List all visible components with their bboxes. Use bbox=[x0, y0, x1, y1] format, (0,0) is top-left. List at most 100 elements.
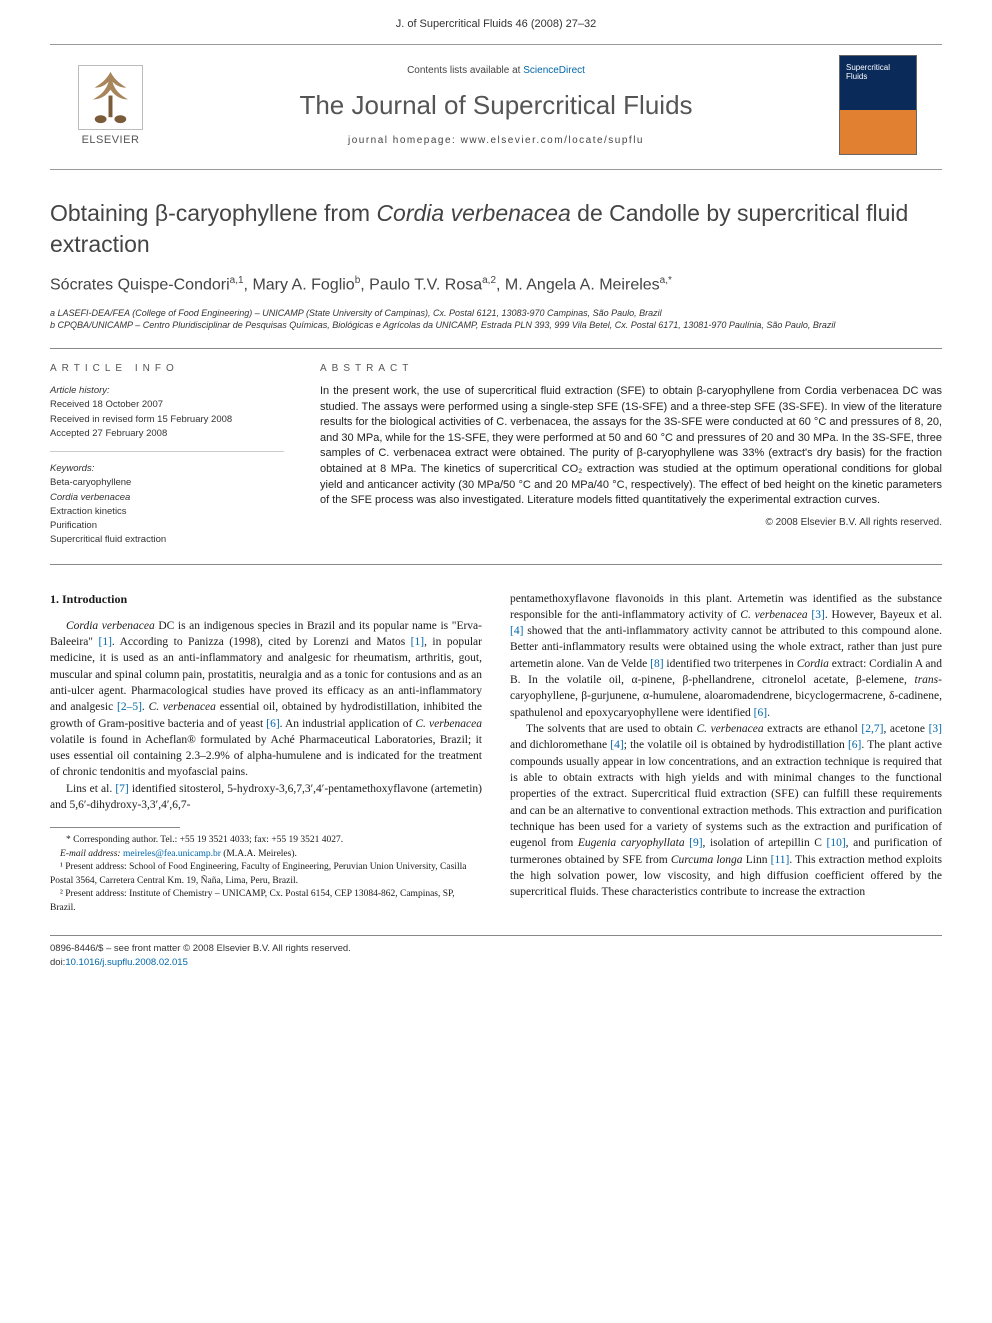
species-name: C. verbenacea bbox=[415, 718, 482, 730]
keyword-item: Purification bbox=[50, 519, 284, 533]
doi-link[interactable]: 10.1016/j.supflu.2008.02.015 bbox=[65, 957, 188, 968]
species-name: Cordia verbenacea bbox=[66, 620, 155, 632]
citation-link[interactable]: [6] bbox=[266, 718, 279, 730]
info-abstract-row: ARTICLE INFO Article history: Received 1… bbox=[50, 348, 942, 565]
keywords-block: Keywords: Beta-caryophyllene Cordia verb… bbox=[50, 462, 284, 548]
species-name: C. verbenacea bbox=[149, 701, 216, 713]
right-para-2: The solvents that are used to obtain C. … bbox=[510, 721, 942, 901]
species-name: C. verbenacea bbox=[696, 723, 763, 735]
article-info-heading: ARTICLE INFO bbox=[50, 363, 284, 374]
footnote-2: ² Present address: Institute of Chemistr… bbox=[50, 888, 482, 915]
text: The solvents that are used to obtain bbox=[526, 723, 696, 735]
citation-link[interactable]: [3] bbox=[929, 723, 942, 735]
text: ; the volatile oil is obtained by hydrod… bbox=[624, 739, 848, 751]
elsevier-tree-icon bbox=[78, 65, 143, 130]
genus-name: Cordia bbox=[797, 658, 829, 670]
citation-link[interactable]: [10] bbox=[827, 837, 846, 849]
left-column: 1. Introduction Cordia verbenacea DC is … bbox=[50, 591, 482, 916]
running-head: J. of Supercritical Fluids 46 (2008) 27–… bbox=[0, 0, 992, 38]
abstract-text: In the present work, the use of supercri… bbox=[320, 384, 942, 509]
contents-lists-text: Contents lists available at bbox=[407, 65, 523, 76]
citation-link[interactable]: [1] bbox=[98, 636, 111, 648]
masthead-center: Contents lists available at ScienceDirec… bbox=[173, 65, 819, 146]
species-name: C. verbenacea bbox=[740, 609, 811, 621]
text: extracts are ethanol bbox=[764, 723, 862, 735]
history-accepted: Accepted 27 February 2008 bbox=[50, 427, 284, 441]
article-title: Obtaining β-caryophyllene from Cordia ve… bbox=[50, 198, 942, 260]
section-heading-intro: 1. Introduction bbox=[50, 591, 482, 608]
history-received: Received 18 October 2007 bbox=[50, 398, 284, 412]
abstract-copyright: © 2008 Elsevier B.V. All rights reserved… bbox=[320, 517, 942, 528]
text: . The plant active compounds usually app… bbox=[510, 739, 942, 849]
title-species: Cordia verbenacea bbox=[376, 200, 570, 226]
intro-para-2: Lins et al. [7] identified sitosterol, 5… bbox=[50, 781, 482, 814]
article-info-block: ARTICLE INFO Article history: Received 1… bbox=[50, 363, 284, 548]
citation-link[interactable]: [4] bbox=[510, 625, 523, 637]
text: . bbox=[767, 707, 770, 719]
text: identified two triterpenes in bbox=[664, 658, 797, 670]
email-label: E-mail address: bbox=[60, 849, 123, 859]
journal-title: The Journal of Supercritical Fluids bbox=[173, 90, 819, 121]
prefix-italic: trans bbox=[915, 674, 939, 686]
text: , isolation of artepillin C bbox=[703, 837, 827, 849]
citation-link[interactable]: [2–5] bbox=[117, 701, 142, 713]
text: Linn bbox=[743, 854, 771, 866]
email-tail: (M.A.A. Meireles). bbox=[221, 849, 297, 859]
species-name: Eugenia caryophyllata bbox=[578, 837, 689, 849]
citation-link[interactable]: [1] bbox=[411, 636, 424, 648]
citation-link[interactable]: [4] bbox=[610, 739, 623, 751]
history-label: Article history: bbox=[50, 384, 284, 398]
text: . An industrial application of bbox=[280, 718, 416, 730]
contents-lists-line: Contents lists available at ScienceDirec… bbox=[173, 65, 819, 76]
right-column: pentamethoxyflavone flavonoids in this p… bbox=[510, 591, 942, 916]
page-footer: 0896-8446/$ – see front matter © 2008 El… bbox=[50, 935, 942, 969]
keyword-item: Extraction kinetics bbox=[50, 505, 284, 519]
citation-link[interactable]: [7] bbox=[115, 783, 128, 795]
text: . According to Panizza (1998), cited by … bbox=[112, 636, 411, 648]
history-revised: Received in revised form 15 February 200… bbox=[50, 413, 284, 427]
intro-para-1: Cordia verbenacea DC is an indigenous sp… bbox=[50, 618, 482, 781]
body-two-column: 1. Introduction Cordia verbenacea DC is … bbox=[50, 591, 942, 916]
email-link[interactable]: meireles@fea.unicamp.br bbox=[123, 849, 221, 859]
keywords-label: Keywords: bbox=[50, 462, 284, 476]
affiliations: a LASEFI-DEA/FEA (College of Food Engine… bbox=[50, 307, 942, 332]
keyword-item: Cordia verbenacea bbox=[50, 491, 284, 505]
citation-link[interactable]: [8] bbox=[650, 658, 663, 670]
citation-link[interactable]: [6] bbox=[848, 739, 861, 751]
abstract-heading: ABSTRACT bbox=[320, 363, 942, 374]
doi-line: doi:10.1016/j.supflu.2008.02.015 bbox=[50, 956, 942, 969]
affiliation-b: b CPQBA/UNICAMP – Centro Pluridisciplina… bbox=[50, 319, 942, 332]
publisher-logo: ELSEVIER bbox=[68, 65, 153, 146]
text: and dichloromethane bbox=[510, 739, 610, 751]
species-name: Curcuma longa bbox=[671, 854, 743, 866]
doi-label: doi: bbox=[50, 957, 65, 968]
citation-link[interactable]: [2,7] bbox=[861, 723, 883, 735]
corresponding-author-note: * Corresponding author. Tel.: +55 19 352… bbox=[50, 834, 482, 847]
masthead: ELSEVIER Contents lists available at Sci… bbox=[50, 44, 942, 170]
citation-link[interactable]: [3] bbox=[811, 609, 824, 621]
citation-link[interactable]: [11] bbox=[771, 854, 790, 866]
keyword-item: Beta-caryophyllene bbox=[50, 476, 284, 490]
text: . bbox=[142, 701, 149, 713]
keyword-italic: Cordia verbenacea bbox=[50, 492, 130, 503]
citation-link[interactable]: [6] bbox=[754, 707, 767, 719]
citation-link[interactable]: [9] bbox=[689, 837, 702, 849]
abstract-block: ABSTRACT In the present work, the use of… bbox=[320, 363, 942, 548]
keyword-item: Supercritical fluid extraction bbox=[50, 533, 284, 547]
sciencedirect-link[interactable]: ScienceDirect bbox=[523, 65, 585, 76]
text: Lins et al. bbox=[66, 783, 115, 795]
journal-cover-text: Supercritical Fluids bbox=[846, 64, 912, 82]
text: , acetone bbox=[883, 723, 928, 735]
title-pre: Obtaining β-caryophyllene from bbox=[50, 200, 376, 226]
text: volatile is found in Acheflan® formulate… bbox=[50, 734, 482, 779]
affiliation-a: a LASEFI-DEA/FEA (College of Food Engine… bbox=[50, 307, 942, 320]
footnote-separator bbox=[50, 827, 180, 828]
email-line: E-mail address: meireles@fea.unicamp.br … bbox=[50, 848, 482, 861]
journal-homepage-line: journal homepage: www.elsevier.com/locat… bbox=[173, 135, 819, 146]
article-history: Article history: Received 18 October 200… bbox=[50, 384, 284, 452]
journal-cover-thumbnail: Supercritical Fluids bbox=[839, 55, 917, 155]
footnotes-block: * Corresponding author. Tel.: +55 19 352… bbox=[50, 834, 482, 915]
right-para-1: pentamethoxyflavone flavonoids in this p… bbox=[510, 591, 942, 722]
front-matter-line: 0896-8446/$ – see front matter © 2008 El… bbox=[50, 942, 942, 955]
text: . However, Bayeux et al. bbox=[825, 609, 942, 621]
